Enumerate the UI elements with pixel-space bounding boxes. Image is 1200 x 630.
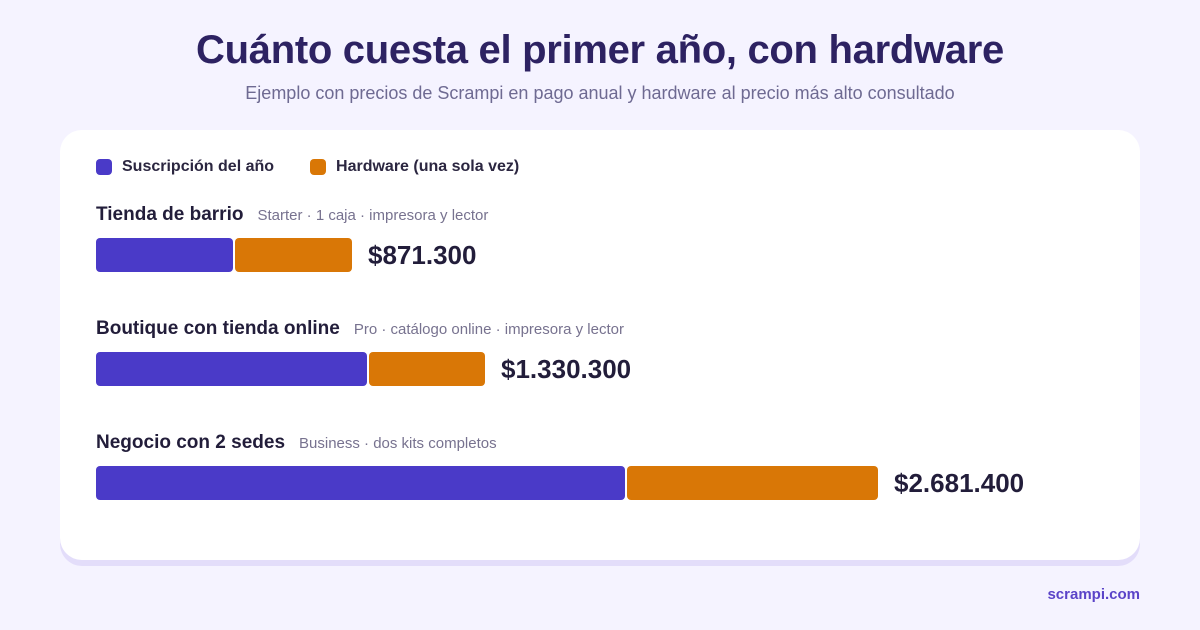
chart-row-negocio-con-2-sedes: Negocio con 2 sedes Business · dos kits … [96, 432, 1106, 500]
row-detail: Starter · 1 caja · impresora y lector [257, 207, 489, 224]
bar-line: $871.300 [96, 238, 1106, 272]
chart-row-tienda-de-barrio: Tienda de barrio Starter · 1 caja · impr… [96, 204, 1106, 272]
footer-site-link[interactable]: scrampi.com [1047, 586, 1140, 603]
legend-label-hardware: Hardware (una sola vez) [336, 158, 520, 175]
legend-label-subscription: Suscripción del año [122, 158, 275, 175]
chart-title: Cuánto cuesta el primer año, con hardwar… [196, 28, 1004, 72]
row-detail: Pro · catálogo online · impresora y lect… [353, 321, 624, 338]
row-name: Negocio con 2 sedes [96, 432, 286, 453]
bar-line: $1.330.300 [96, 352, 1106, 386]
bar-hardware [235, 238, 352, 272]
bar-subscription [96, 466, 625, 500]
chart-row-boutique-con-tienda-online: Boutique con tienda online Pro · catálog… [96, 318, 1106, 386]
row-name: Boutique con tienda online [96, 318, 340, 339]
row-detail: Business · dos kits completos [299, 435, 497, 452]
bar-subscription [96, 352, 367, 386]
bar-subscription [96, 238, 233, 272]
chart-subtitle: Ejemplo con precios de Scrampi en pago a… [245, 83, 955, 103]
bar-total-label: $1.330.300 [501, 354, 632, 384]
legend-swatch-hardware [310, 159, 327, 175]
legend-item-subscription: Suscripción del año [96, 158, 274, 176]
row-name: Tienda de barrio [96, 204, 244, 225]
bar-total-label: $871.300 [368, 240, 477, 270]
chart-card: Suscripción del año Hardware (una sola v… [60, 130, 1140, 560]
bar-hardware [627, 466, 878, 500]
legend-swatch-subscription [96, 159, 112, 175]
bar-total-label: $2.681.400 [894, 468, 1025, 498]
legend-item-hardware: Hardware (una sola vez) [310, 158, 519, 176]
legend: Suscripción del año Hardware (una sola v… [96, 158, 519, 176]
bar-line: $2.681.400 [96, 466, 1106, 500]
bar-hardware [369, 352, 485, 386]
